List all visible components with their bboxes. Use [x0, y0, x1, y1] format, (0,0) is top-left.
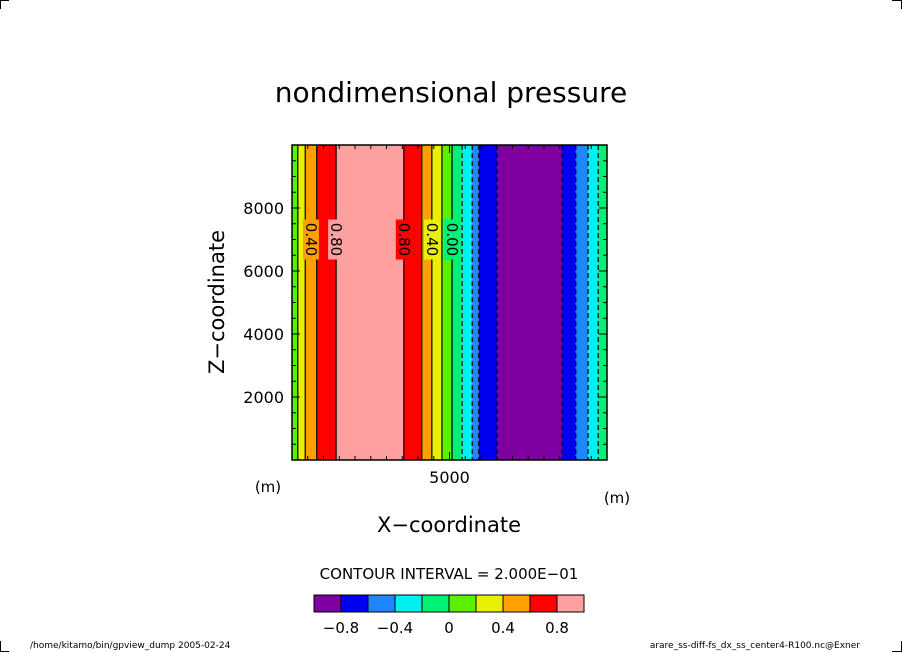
contour-band — [598, 145, 607, 460]
contour-label-bg — [328, 219, 345, 260]
contour-label: 0.40 — [302, 223, 320, 256]
y-tick-labels: 2000 4000 6000 8000 — [243, 199, 284, 407]
x-unit-label: (m) — [604, 489, 630, 507]
y-tick-label: 8000 — [243, 199, 284, 218]
y-unit-label: (m) — [255, 478, 281, 496]
contour-band — [421, 145, 432, 460]
contour-band — [561, 145, 576, 460]
contour-label-bg — [395, 219, 412, 260]
contour-label: 0.40 — [423, 223, 441, 256]
y-tick-label: 6000 — [243, 262, 284, 281]
contour-band — [316, 145, 337, 460]
contour-interval-text: CONTOUR INTERVAL = 2.000E−01 — [320, 565, 579, 583]
contour-label: 0.80 — [395, 223, 413, 256]
chart-title: nondimensional pressure — [275, 76, 627, 109]
colorbar-label: 0.8 — [545, 619, 569, 637]
colorbar-label: 0.4 — [491, 619, 515, 637]
y-axis-label: Z−coordinate — [205, 230, 229, 374]
x-tick-labels: 5000 — [429, 468, 470, 487]
colorbar-label: −0.8 — [323, 619, 359, 637]
plot-frame — [291, 144, 608, 461]
contour-band — [478, 145, 498, 460]
footer-left: /home/kitamo/bin/gpview_dump 2005-02-24 — [30, 641, 231, 651]
contour-band — [403, 145, 422, 460]
contour-label-bg — [423, 219, 440, 260]
y-tick-label: 4000 — [243, 325, 284, 344]
contour-band — [462, 145, 473, 460]
contour-label-bg — [444, 219, 461, 260]
colorbar-swatch — [313, 594, 342, 613]
contour-label: 0.00 — [443, 223, 461, 256]
contour-band — [452, 145, 463, 460]
y-tick-label: 2000 — [243, 388, 284, 407]
contour-band — [431, 145, 442, 460]
colorbar-label: −0.4 — [377, 619, 413, 637]
colorbar-swatch — [340, 594, 369, 613]
colorbar-swatch — [529, 594, 558, 613]
footer-right: arare_ss-diff-fs_dx_ss_center4-R100.nc@E… — [650, 641, 860, 651]
contour-band — [297, 145, 306, 460]
contour-band — [472, 145, 479, 460]
contour-band — [305, 145, 317, 460]
colorbar-swatch — [394, 594, 423, 613]
contour-band — [588, 145, 599, 460]
colorbar-label: 0 — [444, 619, 454, 637]
contour-labels: 0.40 0.80 0.80 0.40 0.00 — [302, 219, 461, 260]
colorbar-swatch — [421, 594, 450, 613]
x-axis-label: X−coordinate — [377, 513, 521, 537]
contour-band — [441, 145, 453, 460]
colorbar — [313, 594, 585, 613]
colorbar-swatch — [475, 594, 504, 613]
contour-lines — [297, 145, 599, 460]
x-tick-label: 5000 — [429, 468, 470, 487]
colorbar-swatch — [502, 594, 531, 613]
colorbar-swatch — [367, 594, 396, 613]
colorbar-swatch — [448, 594, 477, 613]
contour-band — [336, 145, 404, 460]
contour-label: 0.80 — [327, 223, 345, 256]
contour-label-bg — [302, 219, 319, 260]
colorbar-swatch — [556, 594, 585, 613]
colorbar-labels: −0.8 −0.4 0 0.4 0.8 — [323, 619, 569, 637]
contour-band — [497, 145, 562, 460]
contour-band — [575, 145, 589, 460]
contour-bands — [292, 145, 607, 460]
